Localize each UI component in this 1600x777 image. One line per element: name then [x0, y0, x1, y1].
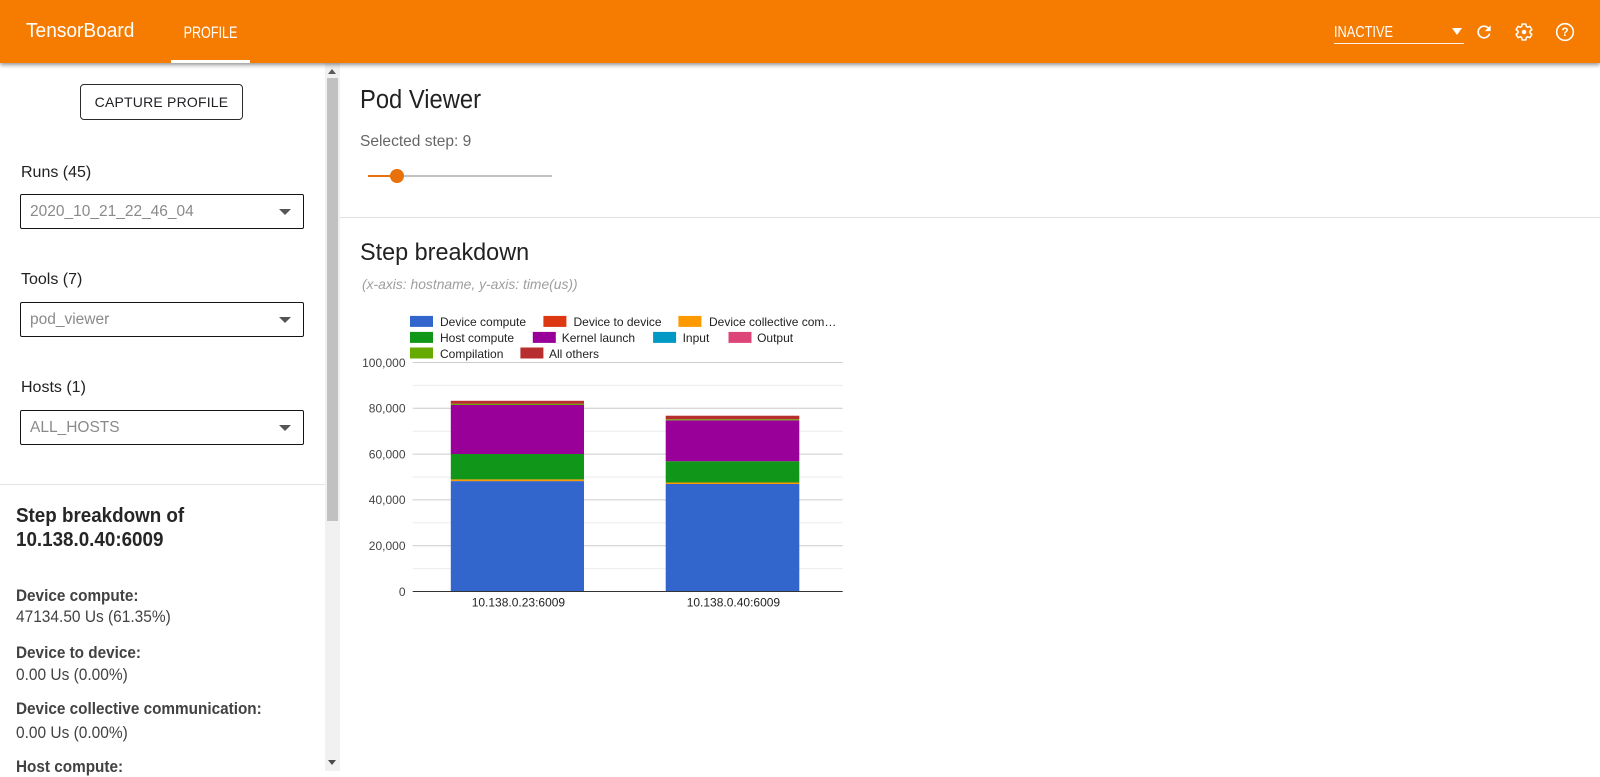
- svg-text:Device to device: Device to device: [574, 315, 662, 329]
- svg-text:Device compute: Device compute: [440, 315, 526, 329]
- svg-text:?: ?: [1561, 26, 1568, 39]
- svg-text:Output: Output: [757, 331, 794, 345]
- svg-text:Device collective com…: Device collective com…: [709, 315, 836, 329]
- svg-text:Host compute: Host compute: [440, 331, 514, 345]
- svg-text:Kernel launch: Kernel launch: [562, 331, 635, 345]
- svg-text:20,000: 20,000: [369, 539, 406, 553]
- svg-text:10.138.0.40:6009: 10.138.0.40:6009: [687, 596, 781, 610]
- svg-text:Compilation: Compilation: [440, 347, 503, 361]
- svg-text:Input: Input: [683, 331, 710, 345]
- svg-text:0: 0: [399, 585, 406, 599]
- svg-text:10.138.0.23:6009: 10.138.0.23:6009: [472, 596, 566, 610]
- svg-text:All others: All others: [549, 347, 599, 361]
- svg-text:40,000: 40,000: [369, 493, 406, 507]
- svg-text:60,000: 60,000: [369, 447, 406, 461]
- svg-text:80,000: 80,000: [369, 402, 406, 416]
- svg-text:100,000: 100,000: [362, 356, 406, 370]
